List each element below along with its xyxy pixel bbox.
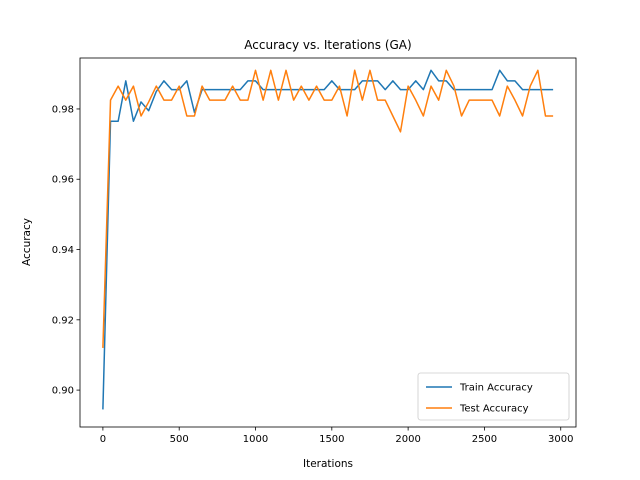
x-axis: 0 500 1000 1500 2000 2500 3000 <box>100 427 573 445</box>
series-line-1 <box>102 69 554 348</box>
plot-lines <box>102 69 554 410</box>
legend-box <box>417 372 570 421</box>
x-tick-label: 2000 <box>395 434 420 445</box>
y-tick-label: 0.96 <box>52 175 74 186</box>
x-tick-label: 1500 <box>319 434 344 445</box>
y-tick-label: 0.90 <box>52 386 74 397</box>
x-tick-label: 500 <box>170 434 189 445</box>
x-tick-label: 3000 <box>548 434 573 445</box>
legend: Train Accuracy Test Accuracy <box>417 372 570 421</box>
x-tick-label: 1000 <box>243 434 268 445</box>
y-axis: 0.90 0.92 0.94 0.96 0.98 <box>52 104 80 397</box>
y-tick-label: 0.92 <box>52 315 74 326</box>
y-axis-label: Accuracy <box>21 218 33 266</box>
x-tick-label: 0 <box>100 434 106 445</box>
series-line-0 <box>102 69 554 410</box>
y-tick-label: 0.94 <box>52 245 74 256</box>
plot-frame <box>79 57 577 428</box>
chart-title: Accuracy vs. Iterations (GA) <box>244 38 411 52</box>
x-axis-label: Iterations <box>303 458 353 470</box>
legend-label-1: Test Accuracy <box>459 404 529 415</box>
x-tick-label: 2500 <box>472 434 497 445</box>
y-tick-label: 0.98 <box>52 104 74 115</box>
legend-label-0: Train Accuracy <box>459 383 533 394</box>
